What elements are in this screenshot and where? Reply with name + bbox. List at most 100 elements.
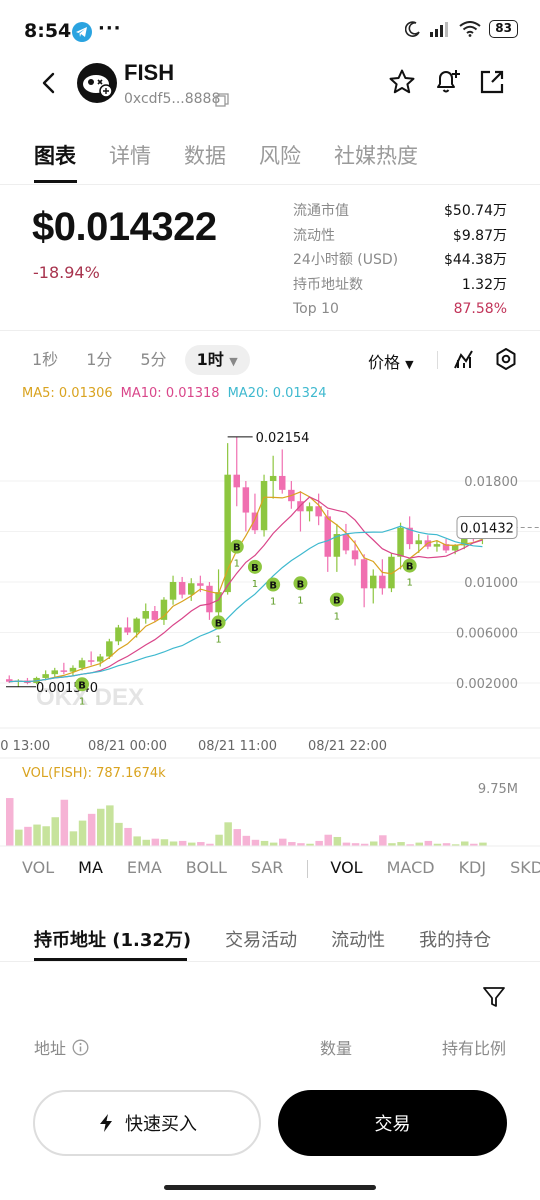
volume-bar [106,805,114,846]
buy-marker-letter: B [251,563,259,574]
ind-tab-sar[interactable]: SAR [250,858,284,877]
interval-1h[interactable]: 1时 ▼ [184,345,250,375]
volume-bar [133,836,141,846]
volume-max-label: 9.75M [478,782,518,797]
buy-marker [293,576,308,591]
watermark-text: OKX DEX [36,684,144,711]
volume-bar [297,843,305,846]
ma5-label: MA5: 0.01306 [22,386,113,401]
interval-1s[interactable]: 1秒 [32,350,59,369]
ma10-label: MA10: 0.01318 [120,386,220,401]
quick-buy-button[interactable]: 快速买入 [33,1090,261,1156]
ind-tab-ma[interactable]: MA [78,858,103,877]
trade-button[interactable]: 交易 [278,1090,507,1156]
volume-bar [370,841,378,846]
volume-bar [397,842,405,846]
status-time: 8:54 [24,20,72,42]
volume-bar [442,843,451,846]
candle-body [97,656,104,662]
share-icon[interactable] [478,68,506,100]
volume-bar [151,838,160,846]
candle-body [60,670,68,672]
signal-icon [430,22,449,37]
copy-icon[interactable] [215,92,229,107]
candle-body [6,679,13,682]
y-tick-label: 0.006000 [456,627,518,642]
interval-selector: 1秒 1分 5分 1时 ▼ [18,345,250,375]
candle-body [306,506,313,512]
volume-bar [124,827,132,846]
candle-body [370,575,377,589]
volume-bar [415,842,423,846]
ind-tab-skdj[interactable]: SKDJ [510,858,540,877]
ind-tab-macd[interactable]: MACD [386,858,435,877]
price-chart[interactable]: 0.01800 0.01000 0.006000 0.002000 20 13:00 08… [0,400,540,850]
volume-bar [406,844,414,846]
candle-body [233,474,240,488]
volume-bar [233,829,241,846]
bell-plus-icon[interactable] [432,66,462,100]
volume-bar [24,826,32,846]
indicator-icon[interactable] [452,347,476,375]
buy-marker-count: 1 [297,595,303,606]
chevron-down-icon: ▼ [229,355,238,368]
buy-marker-count: 1 [79,696,85,707]
y-tick-label: 0.01800 [464,475,518,490]
interval-1m[interactable]: 1分 [86,350,113,369]
tab-risk[interactable]: 风险 [259,144,301,168]
tab-holders[interactable]: 持币地址 (1.32万) [34,930,192,951]
status-indicators: 83 [405,20,518,38]
buy-marker [75,677,90,692]
buy-marker-letter: B [406,562,414,573]
volume-bar [51,817,59,846]
volume-bar [169,841,178,846]
tab-my-position[interactable]: 我的持仓 [419,930,492,951]
back-icon[interactable] [36,68,64,98]
candle-body [42,674,49,678]
holder-tabs: 持币地址 (1.32万) 交易活动 流动性 我的持仓 [34,926,491,952]
volume-bar [15,829,23,846]
candle-body [188,583,195,595]
tab-details[interactable]: 详情 [109,144,151,168]
buy-marker [402,558,417,573]
volume-bar [433,843,442,846]
stat-top10: Top 10 87.58% [293,301,507,317]
tab-chart[interactable]: 图表 [34,144,76,168]
last-price-label: 0.01432 [460,521,514,536]
candle-body [342,534,350,551]
ind-tab-boll[interactable]: BOLL [185,858,227,877]
tab-social[interactable]: 社媒热度 [334,144,418,168]
current-price: $0.014322 [32,205,217,249]
tab-activity[interactable]: 交易活动 [225,930,298,951]
filter-icon[interactable] [482,985,506,1013]
candle-body [69,667,77,672]
volume-bar [188,842,196,846]
tab-liquidity[interactable]: 流动性 [331,930,386,951]
token-address: 0xcdf5...8888 [124,91,221,107]
volume-bar [424,840,433,846]
price-change: -18.94% [33,263,100,282]
buy-marker [266,577,281,592]
interval-5m[interactable]: 5分 [140,350,167,369]
star-icon[interactable] [388,68,416,100]
volume-bar [306,843,314,846]
divider [307,860,309,878]
ind-tab-vol[interactable]: VOL [22,858,55,877]
tab-data[interactable]: 数据 [184,144,226,168]
candle-body [406,527,413,545]
home-indicator[interactable] [164,1185,376,1190]
candle-body [351,550,359,560]
volume-bar [269,842,278,846]
wifi-icon [459,21,481,37]
ind-tab-ema[interactable]: EMA [126,858,162,877]
gear-icon[interactable] [494,347,518,375]
buy-marker-count: 1 [406,578,412,589]
candle-body [169,582,177,600]
price-mode-select[interactable]: 价格 ▼ [368,353,414,372]
ind-tab-kdj[interactable]: KDJ [458,858,487,877]
volume-bar [115,822,123,846]
volume-bar [33,824,41,846]
ind-tab-vol-sub[interactable]: VOL [330,858,363,877]
buy-marker-letter: B [215,618,223,629]
volume-bar [60,799,69,846]
